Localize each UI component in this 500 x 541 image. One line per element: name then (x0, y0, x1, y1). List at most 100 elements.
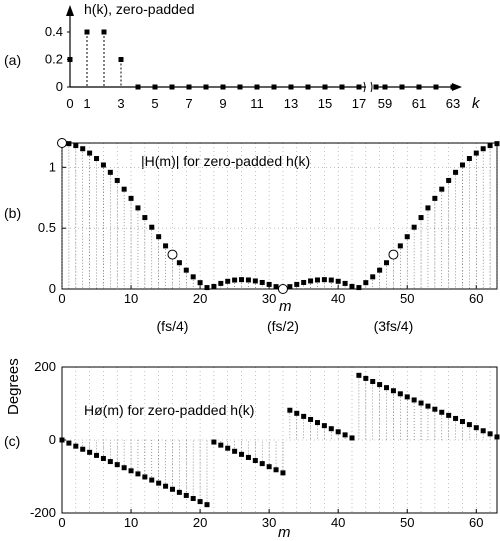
panel-c-point (156, 480, 162, 486)
panel-b-point (239, 277, 245, 283)
panel-a-point (152, 84, 158, 90)
panel-a-axis-break (363, 81, 373, 93)
panel-c-frame (61, 366, 498, 514)
panel-b-open-circle (388, 249, 399, 260)
panel-b: (b) |H(m)| for zero-padded h(k) m 0 10 20 3… (4, 138, 500, 334)
panel-a-xtick-label: 11 (250, 96, 264, 111)
panel-c-point (384, 385, 390, 391)
panel-b-open-circle (167, 249, 178, 260)
panel-b-point (308, 278, 314, 284)
panel-c-point (280, 470, 286, 476)
panel-a-xtick-label: 7 (185, 96, 192, 111)
panel-b-annotation: (fs/4) (157, 318, 189, 334)
panel-a-xtick-label: 59 (378, 96, 392, 111)
panel-a-xtick-label: 9 (219, 96, 226, 111)
panel-a-point (237, 84, 243, 90)
panel-c-point (107, 459, 113, 465)
panel-b-point (149, 224, 155, 230)
panel-c-title: Hø(m) for zero-padded h(k) (84, 402, 254, 418)
panel-b-xlabel: m (279, 298, 292, 315)
panel-b-point (418, 215, 424, 221)
panel-c-point (204, 502, 210, 508)
panel-c-point (397, 391, 403, 397)
panel-b-point (80, 146, 86, 152)
panel-a-point (186, 84, 192, 90)
panel-a-point (118, 57, 124, 62)
panel-c-label: (c) (4, 433, 20, 449)
panel-c-point (480, 428, 486, 434)
panel-a-point (84, 29, 90, 35)
panel-a-point (288, 84, 294, 90)
panel-c-point (190, 496, 196, 502)
panel-a-xtick-label: 17 (352, 96, 366, 111)
panel-c-point (308, 416, 314, 422)
panel-b-ytick-label: 0.5 (38, 220, 56, 235)
panel-b-point (245, 277, 251, 283)
panel-b-point (459, 162, 465, 168)
panel-a-point (322, 84, 328, 90)
panel-b-annotation: (3fs/4) (374, 318, 414, 334)
panel-b-point (397, 243, 403, 249)
panel-c-point (73, 443, 79, 449)
panel-b-point (218, 280, 224, 286)
panel-c-xtick-label: 60 (469, 515, 483, 530)
panel-c-xtick-label: 40 (331, 515, 345, 530)
panel-b-point (87, 150, 93, 156)
panel-a-xtick-label: 15 (318, 96, 332, 111)
panel-b-point (446, 177, 452, 183)
panel-b-point (163, 243, 169, 249)
panel-a-xtick-label: 0 (66, 96, 73, 111)
panel-b-point (114, 177, 120, 183)
panel-b-point (494, 141, 500, 147)
panel-a-point (433, 84, 439, 90)
panel-a-point (382, 84, 388, 90)
panel-c-point (87, 449, 93, 455)
panel-c-ytick-label: -200 (30, 505, 56, 520)
panel-a-point (339, 84, 345, 90)
panel-b-point (183, 267, 189, 273)
panel-b-point (266, 281, 272, 287)
panel-a-point (203, 84, 209, 90)
panel-b-point (466, 156, 472, 162)
panel-c-point (252, 458, 258, 464)
panel-b-xtick-label: 60 (469, 291, 483, 306)
panel-c-xtick-label: 20 (193, 515, 207, 530)
panel-b-point (480, 146, 486, 152)
panel-a-point (356, 84, 362, 90)
panel-b-open-circle (57, 138, 67, 148)
panel-c-point (446, 412, 452, 418)
panel-a-label: (a) (4, 52, 21, 68)
panel-c-point (328, 426, 334, 432)
panel-a-point (305, 84, 311, 90)
panel-c-point (232, 448, 238, 454)
panel-c-point (259, 461, 265, 467)
panel-c-point (183, 492, 189, 498)
panel-a-ytick-label: 0.2 (45, 52, 63, 67)
panel-c-xlabel: m (278, 524, 291, 541)
panel-b-point (425, 205, 431, 211)
panel-c-point (169, 486, 175, 492)
panel-a-xtick-label: 63 (446, 96, 460, 111)
panel-a-ytick-label: 0 (56, 79, 63, 94)
panel-b-point (73, 143, 79, 149)
panel-b-point (301, 279, 307, 285)
panel-b-xtick-label: 50 (400, 291, 414, 306)
panel-c-point (239, 451, 245, 457)
panel-c-ytick-label: 200 (34, 359, 56, 374)
panel-b-title: |H(m)| for zero-padded h(k) (141, 153, 310, 169)
panel-c-xtick-label: 50 (400, 515, 414, 530)
panel-c-point (245, 454, 251, 460)
panel-b-point (453, 169, 459, 175)
panel-c-point (176, 489, 182, 495)
panel-c-point (459, 419, 465, 425)
panel-a-xtick-label: 61 (412, 96, 426, 111)
panel-c-point (294, 410, 300, 416)
panel-b-point (377, 267, 383, 273)
panel-b-point (225, 278, 231, 284)
panel-c-point (404, 394, 410, 400)
panel-b-point (473, 150, 479, 156)
panel-a-xlabel: k (472, 95, 481, 112)
panel-c-point (349, 435, 355, 441)
panel-c-point (363, 375, 369, 381)
panel-b-open-circle (277, 284, 288, 294)
